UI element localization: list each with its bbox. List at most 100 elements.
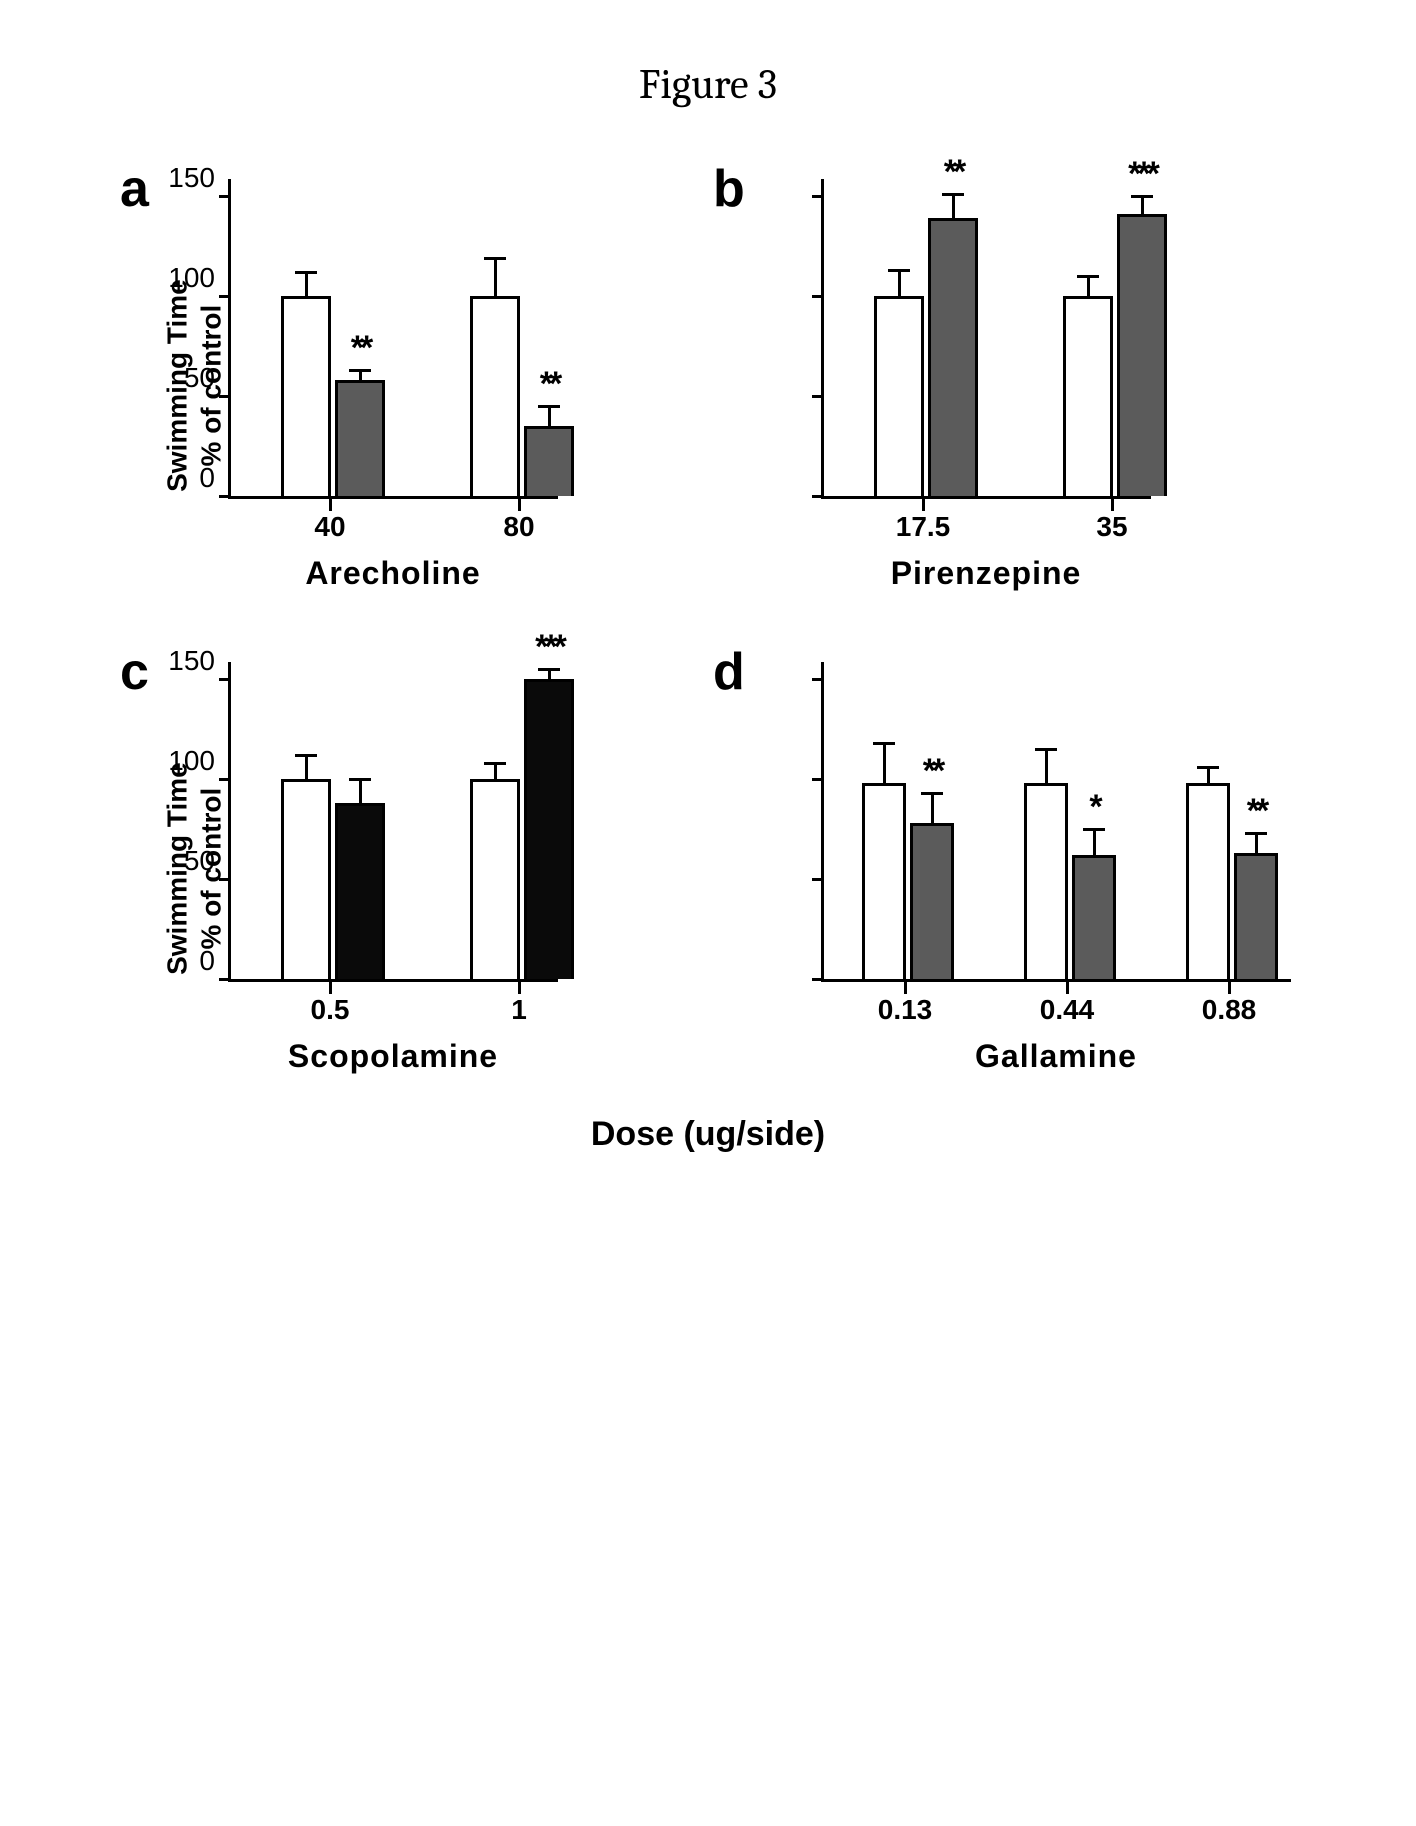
error-bar-cap bbox=[484, 257, 506, 260]
bar bbox=[335, 803, 385, 979]
panel-letter: a bbox=[120, 159, 149, 219]
x-category-label: 1 bbox=[511, 994, 527, 1026]
x-category-label: 0.13 bbox=[878, 994, 933, 1026]
x-tick bbox=[922, 499, 925, 511]
y-tick bbox=[219, 778, 231, 781]
plot-area: ***** bbox=[821, 662, 1291, 982]
y-tick bbox=[812, 678, 824, 681]
ylabel-zone bbox=[753, 662, 821, 1075]
error-bar-cap bbox=[295, 754, 317, 757]
error-bar-cap bbox=[888, 269, 910, 272]
x-ticks: 0.51 bbox=[228, 982, 558, 1010]
error-bar-cap bbox=[349, 778, 371, 781]
error-bar-stem bbox=[305, 272, 308, 296]
significance-marker: * bbox=[1089, 788, 1098, 827]
error-bar-stem bbox=[1255, 833, 1258, 853]
error-bar-stem bbox=[548, 406, 551, 426]
error-bar-stem bbox=[1207, 767, 1210, 783]
x-category-label: 0.44 bbox=[1040, 994, 1095, 1026]
error-bar-cap bbox=[1077, 275, 1099, 278]
bar bbox=[524, 679, 574, 979]
x-category-label: 40 bbox=[314, 511, 345, 543]
x-tick bbox=[1111, 499, 1114, 511]
significance-marker: *** bbox=[1128, 155, 1156, 194]
error-bar-cap bbox=[484, 762, 506, 765]
significance-marker: ** bbox=[923, 752, 941, 791]
x-axis-title: Scopolamine bbox=[228, 1038, 558, 1075]
bar bbox=[281, 779, 331, 979]
bar bbox=[1234, 853, 1278, 979]
plot-area: ***** bbox=[821, 179, 1151, 499]
significance-marker: ** bbox=[540, 365, 558, 404]
x-tick bbox=[518, 499, 521, 511]
error-bar-stem bbox=[548, 669, 551, 679]
panel-grid: aSwimming Time% of control050100150****4… bbox=[120, 179, 1296, 1075]
error-bar-cap bbox=[1245, 832, 1267, 835]
significance-marker: ** bbox=[351, 329, 369, 368]
error-bar-cap bbox=[1035, 748, 1057, 751]
chart-wrap: *****17.535Pirenzepine bbox=[753, 179, 1296, 592]
y-tick bbox=[812, 495, 824, 498]
error-bar-cap bbox=[538, 405, 560, 408]
error-bar-stem bbox=[305, 755, 308, 779]
bar bbox=[335, 380, 385, 496]
y-tick-label: 50 bbox=[184, 845, 215, 877]
x-tick bbox=[1066, 982, 1069, 994]
panel-c: cSwimming Time% of control050100150***0.… bbox=[120, 662, 703, 1075]
y-tick bbox=[219, 978, 231, 981]
error-bar-stem bbox=[931, 793, 934, 823]
x-tick bbox=[518, 982, 521, 994]
error-bar-cap bbox=[1131, 195, 1153, 198]
error-bar-stem bbox=[494, 763, 497, 779]
bar bbox=[1072, 855, 1116, 979]
error-bar-stem bbox=[1045, 749, 1048, 783]
error-bar-stem bbox=[1087, 276, 1090, 296]
bar bbox=[1024, 783, 1068, 979]
error-bar-cap bbox=[942, 193, 964, 196]
error-bar-cap bbox=[349, 369, 371, 372]
chart-wrap: *****0.130.440.88Gallamine bbox=[753, 662, 1296, 1075]
y-tick bbox=[219, 395, 231, 398]
x-tick bbox=[329, 499, 332, 511]
bar bbox=[1117, 214, 1167, 496]
y-tick bbox=[812, 395, 824, 398]
x-tick bbox=[1228, 982, 1231, 994]
y-tick bbox=[219, 678, 231, 681]
x-axis-title: Gallamine bbox=[821, 1038, 1291, 1075]
plot-zone: 050100150****4080Arecholine bbox=[228, 179, 558, 592]
significance-marker: *** bbox=[535, 628, 563, 667]
y-tick bbox=[812, 778, 824, 781]
error-bar-stem bbox=[898, 270, 901, 296]
panel-b: b*****17.535Pirenzepine bbox=[713, 179, 1296, 592]
chart-wrap: Swimming Time% of control050100150****40… bbox=[160, 179, 703, 592]
y-tick-label: 100 bbox=[168, 262, 215, 294]
significance-marker: ** bbox=[944, 153, 962, 192]
x-ticks: 4080 bbox=[228, 499, 558, 527]
bar bbox=[910, 823, 954, 979]
bar bbox=[928, 218, 978, 496]
plot-area: 050100150**** bbox=[228, 179, 558, 499]
x-category-label: 0.5 bbox=[311, 994, 350, 1026]
y-tick bbox=[219, 878, 231, 881]
error-bar-stem bbox=[883, 743, 886, 783]
figure-title: Figure 3 bbox=[80, 60, 1336, 109]
error-bar-stem bbox=[359, 370, 362, 380]
error-bar-stem bbox=[494, 258, 497, 296]
x-axis-title: Pirenzepine bbox=[821, 555, 1151, 592]
error-bar-cap bbox=[873, 742, 895, 745]
y-tick-label: 100 bbox=[168, 745, 215, 777]
y-tick-label: 0 bbox=[199, 462, 215, 494]
y-tick-label: 150 bbox=[168, 162, 215, 194]
y-tick-label: 150 bbox=[168, 645, 215, 677]
bar bbox=[1063, 296, 1113, 496]
y-tick bbox=[219, 295, 231, 298]
overall-x-label: Dose (ug/side) bbox=[80, 1115, 1336, 1154]
x-tick bbox=[904, 982, 907, 994]
chart-wrap: Swimming Time% of control050100150***0.5… bbox=[160, 662, 703, 1075]
error-bar-cap bbox=[538, 668, 560, 671]
x-category-label: 35 bbox=[1096, 511, 1127, 543]
panel-d: d*****0.130.440.88Gallamine bbox=[713, 662, 1296, 1075]
bar bbox=[862, 783, 906, 979]
x-ticks: 0.130.440.88 bbox=[821, 982, 1291, 1010]
y-tick bbox=[812, 195, 824, 198]
